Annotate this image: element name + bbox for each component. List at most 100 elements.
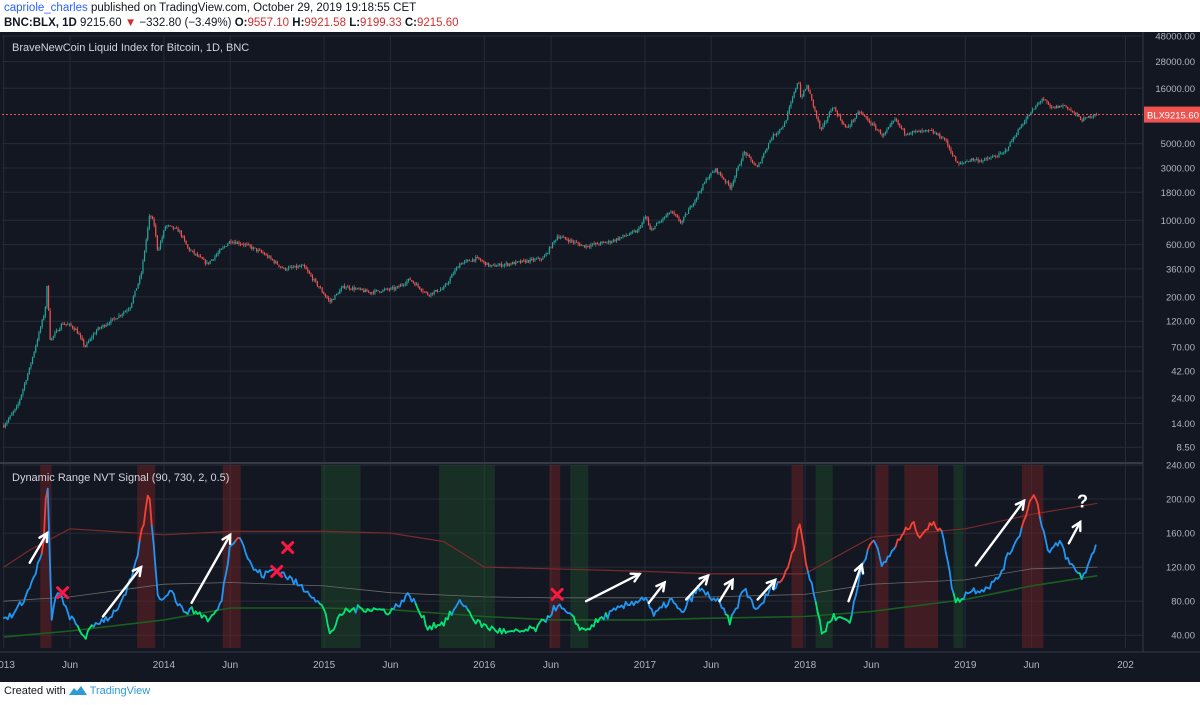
nvt-signal-segment xyxy=(1026,500,1031,511)
candle-body xyxy=(243,244,245,246)
nvt-signal-segment xyxy=(788,551,793,563)
nvt-signal-segment xyxy=(810,581,815,595)
candle-body xyxy=(1009,141,1011,147)
candle-body xyxy=(870,122,872,125)
nvt-signal-segment xyxy=(324,612,329,626)
candle-body xyxy=(814,106,816,111)
candle-body xyxy=(449,277,451,283)
candle-body xyxy=(612,239,614,242)
tradingview-brand[interactable]: TradingView xyxy=(89,685,151,697)
nvt-signal-segment xyxy=(946,560,951,573)
nvt-signal-segment xyxy=(294,578,299,587)
time-tick-label: 2019 xyxy=(954,660,977,671)
candle-body xyxy=(662,217,664,221)
chart-svg[interactable]: ? 48000.00 28000.00 16000.00 9215.60 5000.00… xyxy=(0,32,1200,682)
candle-body xyxy=(758,163,760,167)
candle-body xyxy=(987,158,989,160)
candle-body xyxy=(447,282,450,284)
nvt-signal-segment xyxy=(762,593,767,604)
candle-body xyxy=(158,248,160,250)
price-tick-label: 14.00 xyxy=(1171,419,1195,430)
nvt-signal-segment xyxy=(1018,526,1023,538)
arrow-head-icon xyxy=(765,578,777,590)
candle-body xyxy=(513,262,515,265)
candle-body xyxy=(995,156,997,158)
candle-body xyxy=(316,281,318,287)
nvt-signal-segment xyxy=(442,617,447,627)
candle-body xyxy=(743,152,746,154)
candle-body xyxy=(644,216,646,219)
candle-body xyxy=(615,238,618,242)
candle-body xyxy=(763,153,765,158)
candle-body xyxy=(1033,108,1035,110)
candle-body xyxy=(332,299,334,301)
candle-body xyxy=(953,155,955,157)
nvt-signal-segment xyxy=(884,555,889,563)
candle-body xyxy=(527,260,530,263)
candle-body xyxy=(343,285,346,288)
candle-body xyxy=(590,244,592,247)
candle-body xyxy=(908,133,910,135)
candle-body xyxy=(825,120,827,122)
candle-body xyxy=(695,197,698,200)
axes: 48000.00 28000.00 16000.00 9215.60 5000.00 30… xyxy=(0,32,1200,671)
candle-body xyxy=(231,242,234,244)
chart-canvas[interactable]: ? 48000.00 28000.00 16000.00 9215.60 5000.00… xyxy=(0,32,1200,682)
author-link[interactable]: capriole_charles xyxy=(4,2,88,14)
candle-body xyxy=(356,288,358,289)
candle-body xyxy=(135,288,138,291)
candle-body xyxy=(574,241,576,243)
annotation-arrow xyxy=(28,531,49,565)
candle-body xyxy=(603,242,605,243)
candle-body xyxy=(55,330,58,333)
candle-body xyxy=(1091,116,1093,118)
candle-body xyxy=(86,342,88,347)
published-text: published on TradingView.com, October 29… xyxy=(90,2,417,14)
candle-body xyxy=(990,157,992,159)
nvt-signal-segment xyxy=(60,595,65,606)
candle-body xyxy=(915,131,917,132)
candle-body xyxy=(387,288,389,290)
candle-body xyxy=(1004,150,1006,153)
candle-body xyxy=(171,225,173,227)
candle-body xyxy=(879,130,882,135)
arrow-head-icon xyxy=(853,562,865,575)
nvt-signal-segment xyxy=(786,560,791,570)
candle-body xyxy=(462,262,464,265)
nvt-signal-segment xyxy=(1034,498,1039,506)
candle-body xyxy=(198,256,200,257)
nvt-signal-segment xyxy=(706,591,711,599)
candle-body xyxy=(379,291,381,293)
nvt-signal-segment xyxy=(142,507,147,526)
candle-body xyxy=(831,108,834,111)
candle-body xyxy=(420,289,422,291)
nvt-signal-segment xyxy=(1062,548,1067,560)
price-tick-label: 48000.00 xyxy=(1155,32,1195,43)
candle-body xyxy=(751,159,754,164)
candle-body xyxy=(1036,104,1038,106)
candle-body xyxy=(707,178,709,180)
candle-body xyxy=(15,406,18,409)
candle-body xyxy=(809,90,811,95)
candle-body xyxy=(646,216,648,219)
candle-body xyxy=(1047,102,1050,105)
candle-body xyxy=(65,324,67,326)
candle-body xyxy=(433,291,435,295)
candle-body xyxy=(1015,134,1018,137)
candle-body xyxy=(377,290,379,292)
candle-body xyxy=(747,154,749,156)
nvt-signal-segment xyxy=(144,494,149,510)
candle-body xyxy=(310,273,312,276)
candle-body xyxy=(59,328,61,332)
nvt-signal-segment xyxy=(816,611,821,621)
candle-body xyxy=(807,85,810,91)
candle-body xyxy=(225,246,227,247)
candle-body xyxy=(609,240,611,243)
candle-body xyxy=(993,156,995,158)
candle-body xyxy=(623,235,626,237)
candle-body xyxy=(924,130,926,132)
candle-body xyxy=(654,225,656,230)
candle-body xyxy=(20,394,22,400)
candle-body xyxy=(983,158,986,161)
candle-body xyxy=(217,252,219,255)
